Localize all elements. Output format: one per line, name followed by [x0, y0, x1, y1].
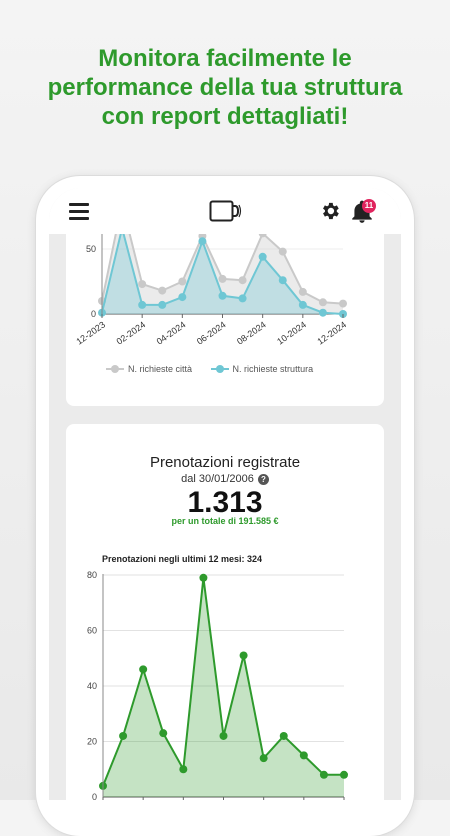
data-point — [139, 665, 148, 674]
legend-swatch-city — [106, 364, 124, 374]
data-point — [199, 573, 208, 582]
data-point — [218, 291, 227, 300]
data-point — [278, 276, 287, 285]
y-tick-label: 0 — [92, 792, 97, 800]
data-point — [158, 300, 167, 309]
y-tick-label: 50 — [86, 244, 96, 254]
x-tick-label: 02-2024 — [115, 319, 148, 346]
data-point — [178, 277, 187, 286]
data-point — [319, 770, 328, 779]
data-point — [138, 280, 147, 289]
hamburger-menu-icon[interactable] — [69, 203, 89, 220]
data-point — [298, 300, 307, 309]
data-point — [198, 237, 207, 246]
headline-line-1: Monitora facilmente le — [98, 45, 352, 72]
data-point — [218, 274, 227, 283]
data-point — [299, 751, 308, 760]
data-point — [318, 298, 327, 307]
notifications-badge: 11 — [362, 199, 376, 213]
legend-swatch-structure — [210, 364, 229, 374]
data-point — [159, 729, 168, 738]
app-screen: 50 0 12-2023 02-2024 04-2024 06-2024 08-2024 10… — [49, 188, 401, 800]
data-point — [238, 276, 247, 285]
data-point — [178, 293, 187, 302]
data-point — [339, 299, 347, 308]
data-point — [138, 300, 147, 309]
requests-chart-legend: N. richieste città N. richieste struttur… — [106, 364, 329, 376]
x-tick-label: 12-2024 — [315, 319, 348, 346]
series-area — [102, 228, 343, 314]
data-point — [278, 247, 287, 256]
gear-icon[interactable] — [319, 200, 341, 222]
legend-item-city[interactable]: N. richieste città — [106, 364, 192, 374]
x-tick-label: 10-2024 — [275, 319, 308, 346]
app-bar: 11 — [49, 188, 401, 234]
legend-label-structure: N. richieste struttura — [232, 364, 314, 374]
data-point — [258, 252, 267, 261]
y-tick-label: 40 — [87, 681, 97, 691]
data-point — [158, 286, 167, 295]
y-tick-label: 0 — [91, 309, 96, 319]
data-point — [219, 731, 228, 740]
data-point — [318, 308, 327, 317]
data-point — [279, 731, 288, 740]
x-tick-label: 06-2024 — [195, 319, 228, 346]
data-point — [259, 754, 268, 763]
headline-line-2: performance della tua struttura — [47, 74, 403, 101]
series-area — [102, 203, 343, 314]
data-point — [119, 731, 128, 740]
bookings-card: Prenotazioni registrate dal 30/01/2006? … — [66, 424, 384, 800]
bookings-chart-subtitle: Prenotazioni negli ultimi 12 mesi: 324 — [102, 554, 263, 564]
question-circle-icon[interactable]: ? — [257, 474, 269, 485]
bookings-date: dal 30/01/2006? — [66, 473, 384, 485]
mug-logo-icon[interactable] — [209, 200, 243, 222]
data-point — [340, 770, 348, 779]
legend-label-city: N. richieste città — [128, 364, 193, 374]
y-tick-label: 80 — [87, 570, 97, 580]
data-point — [179, 765, 188, 774]
y-tick-label: 20 — [87, 737, 97, 747]
legend-item-structure[interactable]: N. richieste struttura — [210, 364, 314, 374]
data-point — [238, 294, 247, 303]
data-point — [298, 287, 307, 296]
promo-headline: Monitora facilmente le performance della… — [0, 44, 450, 131]
x-tick-label: 08-2024 — [235, 319, 268, 346]
series-area — [103, 577, 344, 797]
bookings-date-label: dal 30/01/2006 — [181, 473, 254, 485]
y-tick-label: 60 — [87, 626, 97, 636]
bookings-chart: 80604020012-202302-202404-202406-202408-… — [87, 570, 348, 800]
x-tick-label: 12-2023 — [74, 319, 107, 346]
bookings-total-count: 1.313 — [187, 486, 263, 519]
data-point — [239, 651, 248, 660]
bookings-total-amount: per un totale di 191.585 € — [171, 516, 279, 526]
bookings-title: Prenotazioni registrate — [149, 454, 301, 471]
headline-line-3: con report dettagliati! — [101, 103, 349, 130]
x-tick-label: 04-2024 — [155, 319, 188, 346]
